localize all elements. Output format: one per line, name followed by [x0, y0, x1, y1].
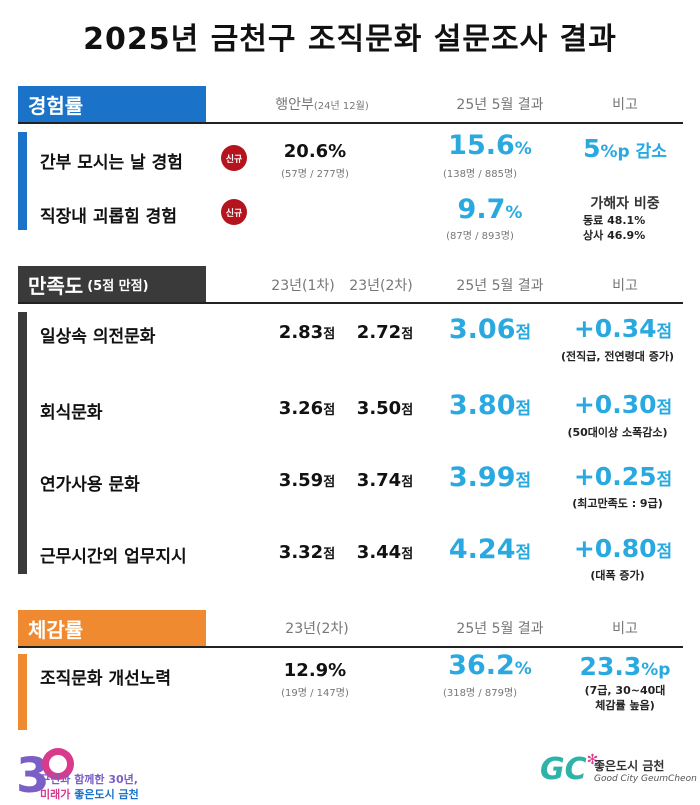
city-slogan: Good City GeumCheon	[594, 774, 697, 784]
note-line: 동료 48.1%	[583, 214, 646, 227]
value-2023-1: 3.59점	[278, 470, 336, 491]
result-value: 3.80점	[448, 390, 532, 421]
result-value: 36.2%	[448, 650, 532, 681]
note-text: (50대이상 소폭감소)	[567, 426, 668, 439]
result-value: 3.99점	[448, 462, 532, 493]
row-label: 간부 모시는 날 경험	[40, 153, 183, 173]
note-text: (전직급, 전연령대 증가)	[561, 350, 674, 363]
diff-value: +0.34점	[573, 314, 673, 343]
value-2023-1: 2.83점	[278, 322, 336, 343]
section-title: 경험률	[28, 93, 84, 118]
result-value: 3.06점	[448, 314, 532, 345]
base-value: 12.9%	[283, 660, 347, 681]
row-label: 일상속 의전문화	[40, 327, 156, 347]
base-sub: (57명 / 277명)	[281, 169, 349, 180]
note-value: 23.3%p	[579, 652, 671, 681]
result-value: 15.6%	[448, 130, 532, 161]
base-value: 20.6%	[283, 141, 347, 162]
col-header-result: 25년 5월 결과	[456, 278, 544, 294]
result-sub: (138명 / 885명)	[442, 169, 518, 180]
col-header-note: 비고	[612, 278, 638, 294]
col-header-result: 25년 5월 결과	[456, 97, 544, 113]
col-header-2023-1: 23년(1차)	[271, 278, 335, 294]
anniversary-30-logo: 3	[16, 740, 78, 804]
footer-slogan-line1: 구민과 함께한 30년,	[40, 773, 138, 786]
value-2023-2: 3.74점	[356, 470, 414, 491]
new-badge: 신규	[221, 145, 247, 171]
value-2023-2: 3.44점	[356, 542, 414, 563]
result-sub: (87명 / 893명)	[446, 231, 514, 242]
section-bar	[18, 132, 27, 230]
note-text: (대폭 증가)	[590, 569, 645, 582]
footer-slogan-line2: 미래가 좋은도시 금천	[40, 788, 139, 801]
divider	[18, 646, 683, 648]
note-line: 상사 46.9%	[583, 229, 646, 242]
result-sub: (318명 / 879명)	[442, 688, 518, 699]
row-label: 연가사용 문화	[40, 475, 140, 495]
result-value: 9.7%	[457, 194, 523, 225]
row-label: 회식문화	[40, 403, 103, 423]
section-title: 만족도	[28, 273, 84, 298]
col-header-base: 행안부(24년 12월)	[275, 97, 369, 113]
section-title: 체감률	[28, 617, 84, 642]
divider	[18, 302, 683, 304]
note-title: 가해자 비중	[590, 196, 660, 212]
col-header-note: 비고	[612, 621, 638, 637]
city-name: 좋은도시 금천	[594, 759, 665, 773]
value-2023-1: 3.26점	[278, 398, 336, 419]
value-2023-2: 3.50점	[356, 398, 414, 419]
diff-value: +0.25점	[573, 462, 673, 491]
result-value: 4.24점	[448, 534, 532, 565]
diff-value: +0.80점	[573, 534, 673, 563]
value-2023-2: 2.72점	[356, 322, 414, 343]
section-header-satisfaction: 만족도 (5점 만점)	[18, 266, 206, 302]
col-header-2023-2: 23년(2차)	[349, 278, 413, 294]
gc-logo: GC✻	[540, 752, 599, 787]
col-header-result: 25년 5월 결과	[456, 621, 544, 637]
base-sub: (19명 / 147명)	[281, 688, 349, 699]
value-2023-1: 3.32점	[278, 542, 336, 563]
section-title-note: (5점 만점)	[87, 278, 149, 294]
section-bar	[18, 654, 27, 730]
diff-value: +0.30점	[573, 390, 673, 419]
col-header-note: 비고	[612, 97, 638, 113]
note-line: 체감률 높음)	[595, 699, 655, 712]
section-header-experience: 경험률	[18, 86, 206, 122]
divider	[18, 122, 683, 124]
col-header-base: 23년(2차)	[285, 621, 349, 637]
new-badge: 신규	[221, 199, 247, 225]
row-label: 근무시간외 업무지시	[40, 547, 187, 567]
row-label: 직장내 괴롭힘 경험	[40, 207, 177, 227]
section-bar	[18, 312, 27, 574]
note-value: 5%p 감소	[583, 134, 667, 163]
section-header-perception: 체감률	[18, 610, 206, 646]
note-text: (최고만족도 : 9급)	[572, 497, 663, 510]
row-label: 조직문화 개선노력	[40, 669, 172, 689]
page-title: 2025년 금천구 조직문화 설문조사 결과	[83, 22, 617, 57]
note-line: (7급, 30~40대	[584, 684, 666, 697]
